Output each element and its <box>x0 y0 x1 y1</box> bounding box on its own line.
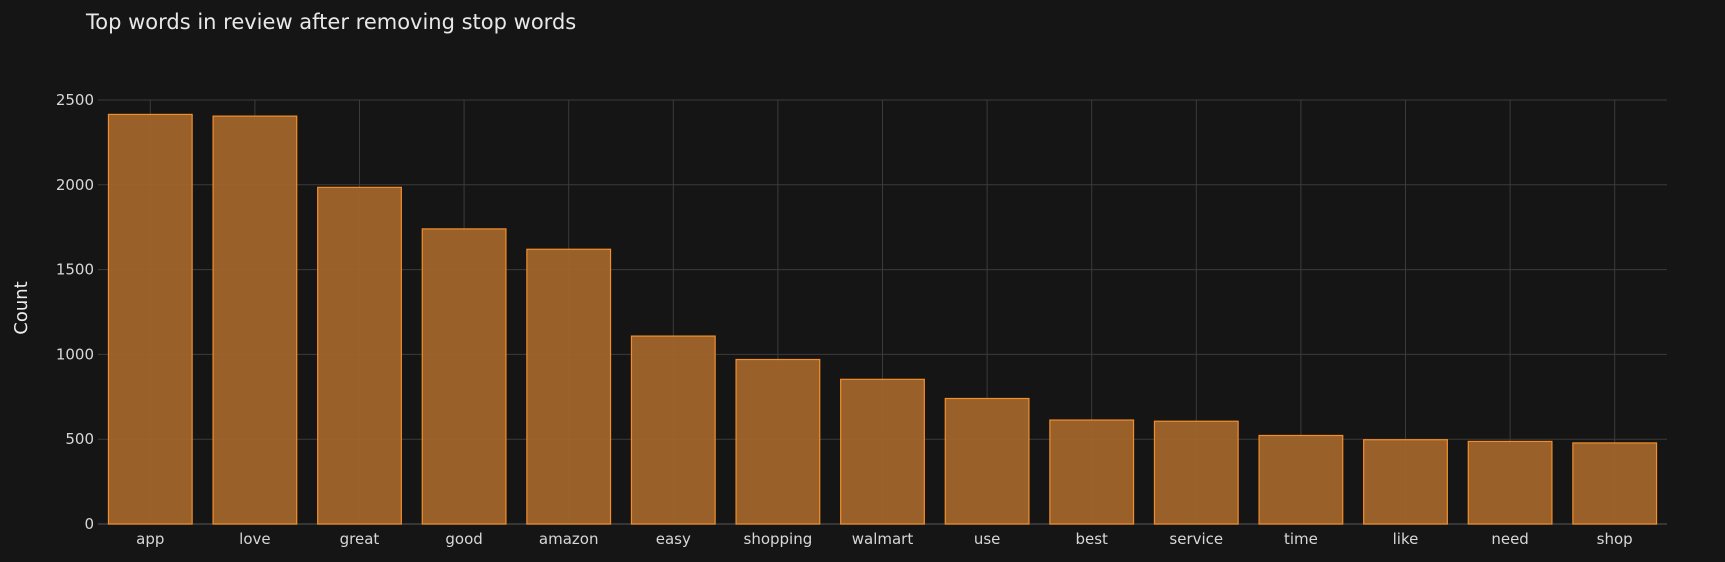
bars <box>107 113 1658 525</box>
x-tick-label: shopping <box>744 530 813 548</box>
bar-good <box>421 228 507 525</box>
bar-best <box>1049 419 1135 525</box>
y-tick-label: 1500 <box>56 261 94 279</box>
x-tick-label: best <box>1075 530 1108 548</box>
bar-great <box>317 186 402 525</box>
bar-love <box>212 115 298 525</box>
y-tick-label: 500 <box>65 430 94 448</box>
y-tick-label: 1000 <box>56 345 94 363</box>
tick-labels: 0 500 1000 1500 2000 2500 app love great good amaz… <box>56 91 1633 548</box>
chart-title: Top words in review after removing stop … <box>85 10 576 34</box>
x-tick-label: need <box>1491 530 1529 548</box>
x-tick-label: like <box>1393 530 1419 548</box>
bar-amazon <box>526 248 612 525</box>
x-tick-label: app <box>136 530 164 548</box>
y-tick-label: 0 <box>84 515 94 533</box>
bar-app <box>107 113 193 525</box>
x-tick-label: shop <box>1597 530 1633 548</box>
bar-time <box>1258 434 1344 525</box>
x-tick-label: amazon <box>539 530 599 548</box>
bar-shopping <box>735 358 821 525</box>
y-tick-label: 2500 <box>56 91 94 109</box>
bar-like <box>1363 439 1448 525</box>
x-tick-label: easy <box>656 530 691 548</box>
x-tick-label: love <box>239 530 270 548</box>
bar-need <box>1467 440 1553 525</box>
bar-use <box>944 397 1030 525</box>
bar-shop <box>1572 442 1658 525</box>
x-tick-label: great <box>340 530 380 548</box>
y-axis-label: Count <box>11 281 32 334</box>
bar-easy <box>630 335 716 525</box>
bar-service <box>1153 420 1239 525</box>
x-tick-label: use <box>974 530 1001 548</box>
y-tick-label: 2000 <box>56 176 94 194</box>
bar-walmart <box>840 378 925 525</box>
x-tick-label: good <box>445 530 482 548</box>
x-tick-label: walmart <box>852 530 914 548</box>
x-tick-label: service <box>1169 530 1223 548</box>
x-tick-label: time <box>1284 530 1318 548</box>
